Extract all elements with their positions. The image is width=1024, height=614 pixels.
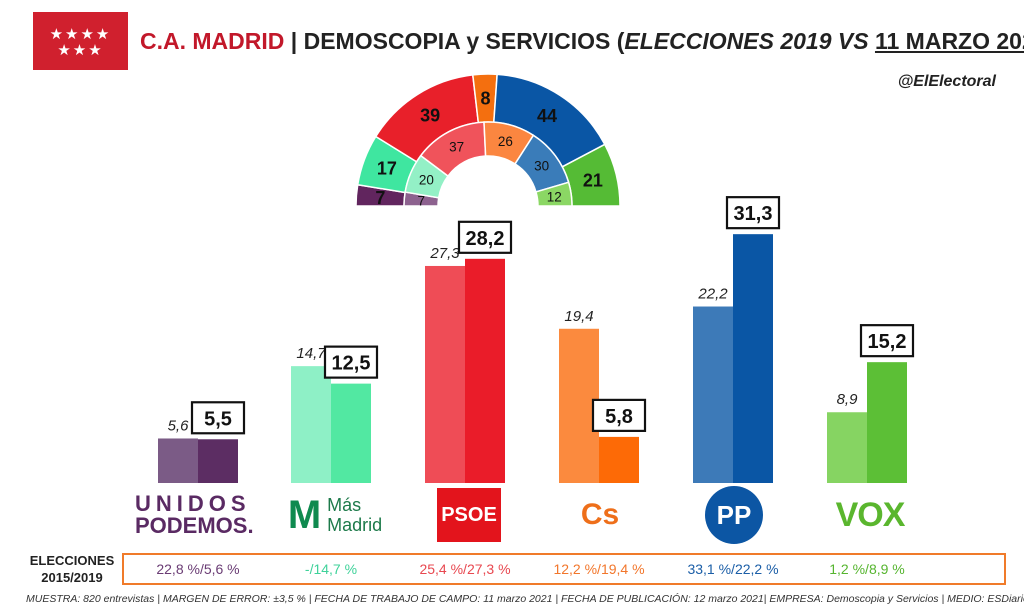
bar-new <box>331 383 371 483</box>
elections-results-box <box>122 553 1006 585</box>
bar-prev <box>291 366 331 483</box>
logo-mas-madrid: M Más Madrid <box>280 488 390 542</box>
madrid-flag: ★★★★ ★★★ <box>33 12 128 70</box>
bar-new <box>198 439 238 483</box>
seat-ring-inner-label: 26 <box>498 134 513 149</box>
bar-new-label: 12,5 <box>332 353 371 375</box>
flag-stars-icon: ★★★★ ★★★ <box>49 25 112 59</box>
podemos-line1: UNIDOS <box>135 491 251 516</box>
twitter-handle: @ElElectoral <box>897 73 996 90</box>
bar-new <box>465 258 505 483</box>
bar-new <box>733 234 773 483</box>
bar-new <box>599 436 639 483</box>
seat-ring-inner-label: 30 <box>534 159 549 174</box>
bar-new-label: 5,8 <box>605 406 633 428</box>
seat-ring-inner-label: 20 <box>419 172 434 187</box>
logo-vox: VOX <box>835 495 906 534</box>
logo-pp: PP <box>705 486 763 544</box>
seat-ring-inner-label: 12 <box>547 189 562 204</box>
mas-line1: Más <box>327 495 362 515</box>
logo-cs: Cs <box>580 498 620 531</box>
logo-psoe: PSOE <box>437 488 501 542</box>
elections-cell: 33,1 %/22,2 % <box>687 561 779 577</box>
elections-label-line2: 2015/2019 <box>41 570 103 585</box>
title-pollster: DEMOSCOPIA y SERVICIOS <box>303 28 611 54</box>
seat-ring-outer-label: 17 <box>377 159 397 179</box>
bar-prev-label: 19,4 <box>564 308 593 325</box>
bar-new-label: 28,2 <box>466 228 505 250</box>
elections-label-line1: ELECCIONES <box>29 553 115 568</box>
bar-new-label-box <box>457 220 513 254</box>
bar-prev <box>693 306 733 483</box>
bar-new-label-box <box>591 398 647 432</box>
elections-cell: -/14,7 % <box>304 561 358 577</box>
bar-prev-label: 22,2 <box>697 286 728 303</box>
seat-ring-inner-segment <box>535 181 573 207</box>
bar-prev-label: 5,6 <box>168 417 190 434</box>
bar-new <box>867 362 907 483</box>
elections-cell: 1,2 %/8,9 % <box>829 561 905 577</box>
podemos-line2: PODEMOS. <box>135 513 254 538</box>
bar-new-label-box <box>859 324 915 358</box>
methodology-footer: MUESTRA: 820 entrevistas | MARGEN DE ERR… <box>26 593 1024 605</box>
bar-new-label-box <box>190 401 246 435</box>
seat-ring-outer-label: 44 <box>537 106 557 126</box>
seat-ring-outer-label: 7 <box>375 188 385 208</box>
seat-ring-outer-label: 39 <box>420 105 440 125</box>
elections-cell: 22,8 %/5,6 % <box>156 561 240 577</box>
title-region: C.A. MADRID <box>140 28 285 54</box>
title-open-paren: ( <box>616 28 625 54</box>
bar-new-label: 31,3 <box>734 203 773 225</box>
bar-prev <box>827 412 867 483</box>
mas-line2: Madrid <box>327 515 383 535</box>
logo-unidas-podemos: UNIDOS PODEMOS. <box>135 488 265 542</box>
seat-ring-inner-label: 7 <box>417 193 425 208</box>
seat-ring-outer-label: 21 <box>583 171 603 191</box>
elections-cell: 12,2 %/19,4 % <box>553 561 645 577</box>
bar-new-label-box <box>725 196 781 230</box>
title-date: 11 MARZO 2021 <box>874 28 1024 54</box>
bar-prev-label: 8,9 <box>837 391 859 408</box>
mas-madrid-m-icon: M <box>287 492 322 537</box>
bar-prev-label: 14,7 <box>296 345 326 362</box>
bar-new-label-box <box>323 345 379 379</box>
elections-label: ELECCIONES 2015/2019 <box>27 552 117 586</box>
bar-prev <box>425 265 465 483</box>
title-subtitle: ELECCIONES 2019 VS <box>624 28 869 54</box>
seat-ring-outer-label: 8 <box>480 89 490 109</box>
elections-cell: 25,4 %/27,3 % <box>419 561 511 577</box>
title-separator: | <box>290 28 298 54</box>
bar-prev-label: 27,3 <box>429 245 460 262</box>
bar-new-label: 15,2 <box>868 331 907 353</box>
bar-prev <box>158 438 198 483</box>
page-title: C.A. MADRID | DEMOSCOPIA y SERVICIOS (EL… <box>140 28 1024 55</box>
seat-ring-inner-label: 37 <box>449 140 464 155</box>
bar-new-label: 5,5 <box>204 408 232 430</box>
